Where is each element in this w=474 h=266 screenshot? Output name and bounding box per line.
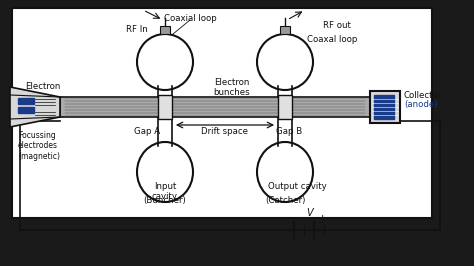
Text: Input
cavity: Input cavity — [152, 182, 178, 201]
Bar — [280, 26, 290, 34]
Polygon shape — [10, 87, 60, 127]
Text: Electron
gun: Electron gun — [25, 82, 60, 101]
Bar — [374, 95, 394, 119]
Text: Electron
bunches: Electron bunches — [214, 78, 250, 97]
Text: −: − — [285, 214, 295, 224]
Text: (Catcher): (Catcher) — [265, 196, 305, 205]
Text: Gap A: Gap A — [134, 127, 160, 136]
Ellipse shape — [137, 142, 193, 202]
Bar — [18, 98, 34, 104]
Text: Gap B: Gap B — [276, 127, 302, 136]
Bar — [158, 95, 172, 119]
Text: Collector: Collector — [404, 92, 442, 101]
Text: RF In: RF In — [126, 26, 148, 35]
Text: Coaxal loop: Coaxal loop — [307, 35, 357, 44]
Bar — [160, 26, 170, 34]
Bar — [278, 95, 292, 119]
Text: Output cavity: Output cavity — [268, 182, 327, 191]
Text: Drift space: Drift space — [201, 127, 248, 136]
Bar — [370, 91, 400, 123]
Text: +: + — [317, 214, 327, 224]
Ellipse shape — [137, 34, 193, 90]
Bar — [12, 8, 432, 218]
Text: (anode): (anode) — [404, 99, 438, 109]
Bar — [60, 97, 370, 117]
Text: RF out: RF out — [323, 22, 351, 31]
Ellipse shape — [257, 34, 313, 90]
Ellipse shape — [257, 142, 313, 202]
Bar — [18, 107, 34, 113]
Text: (Buncher): (Buncher) — [144, 196, 186, 205]
Text: Focussing
electrodes
(magnetic): Focussing electrodes (magnetic) — [18, 131, 60, 161]
Text: V: V — [307, 208, 313, 218]
Text: Coaxial loop: Coaxial loop — [164, 14, 216, 23]
